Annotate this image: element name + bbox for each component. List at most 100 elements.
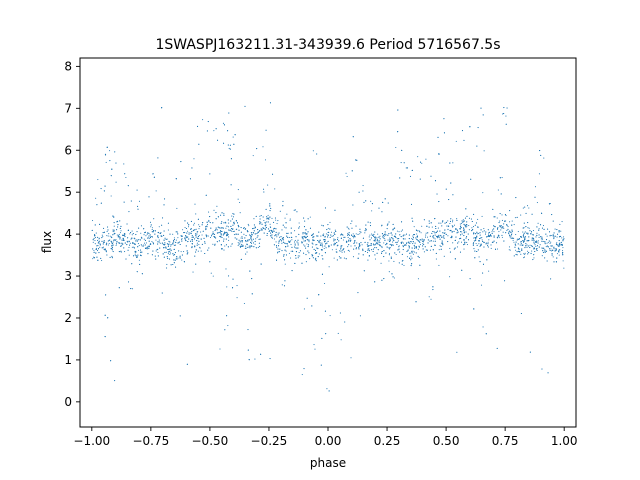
data-point (265, 208, 267, 210)
data-point (212, 231, 214, 233)
data-point (520, 312, 522, 315)
data-point (236, 228, 238, 230)
data-point (377, 243, 379, 245)
data-point (241, 240, 243, 242)
data-point (542, 250, 544, 252)
data-point (429, 235, 431, 237)
data-point (263, 219, 265, 222)
data-point (509, 236, 511, 238)
data-point (511, 224, 513, 226)
data-point (187, 226, 190, 228)
data-point (395, 241, 397, 244)
data-point (412, 235, 414, 237)
data-point (102, 232, 104, 234)
data-point (459, 228, 461, 230)
data-point (161, 107, 163, 109)
data-point (112, 231, 114, 233)
data-point (173, 237, 176, 239)
data-point (205, 226, 207, 228)
data-point (400, 242, 402, 244)
data-point (111, 242, 113, 244)
data-point (244, 237, 246, 239)
data-point (440, 242, 443, 244)
data-point (297, 242, 299, 244)
data-point (553, 238, 555, 240)
data-point (534, 250, 536, 253)
data-point (376, 240, 378, 242)
data-point (244, 105, 246, 107)
data-point (114, 239, 116, 241)
data-point (442, 220, 444, 222)
data-point (372, 248, 375, 250)
data-point (495, 242, 498, 244)
data-point (551, 250, 553, 252)
data-point (129, 242, 131, 244)
data-point (118, 251, 120, 253)
data-point (350, 357, 352, 359)
data-point (189, 232, 191, 234)
data-point (220, 230, 222, 233)
data-point (173, 259, 175, 261)
data-point (248, 359, 250, 361)
data-point (144, 231, 146, 233)
data-point (194, 203, 196, 205)
data-point (514, 244, 516, 246)
data-point (261, 223, 263, 225)
data-point (262, 146, 264, 148)
data-point (374, 240, 376, 242)
data-point (334, 239, 337, 241)
data-point (141, 245, 143, 247)
data-point (349, 237, 351, 240)
data-point (123, 234, 125, 237)
data-point (222, 122, 224, 124)
data-point (129, 233, 131, 235)
data-point (152, 231, 154, 233)
data-point (540, 224, 542, 226)
data-point (132, 255, 135, 257)
data-point (452, 219, 454, 221)
data-point (309, 227, 312, 229)
data-point (375, 243, 377, 245)
data-point (544, 241, 546, 243)
data-point (520, 236, 522, 238)
data-point (333, 239, 335, 241)
data-point (208, 211, 210, 213)
data-point (301, 236, 303, 238)
data-point (354, 245, 356, 247)
data-point (275, 231, 277, 233)
data-point (168, 258, 171, 260)
data-point (553, 246, 555, 248)
data-point (183, 261, 185, 263)
data-point (494, 248, 497, 250)
data-point (327, 240, 329, 243)
data-point (346, 226, 348, 228)
data-point (381, 224, 383, 226)
data-point (110, 240, 112, 242)
data-point (391, 234, 393, 236)
data-point (472, 244, 474, 246)
data-point (428, 220, 430, 222)
data-point (223, 142, 225, 144)
data-point (395, 236, 397, 239)
data-point (556, 257, 558, 259)
data-point (482, 272, 484, 274)
data-point (399, 234, 401, 236)
data-point (435, 252, 437, 254)
data-point (413, 234, 416, 236)
data-point (321, 224, 323, 226)
data-point (429, 249, 431, 251)
data-point (241, 241, 243, 243)
data-point (380, 262, 382, 264)
data-point (434, 238, 436, 240)
data-point (560, 235, 562, 238)
data-point (523, 232, 525, 234)
data-point (261, 229, 263, 231)
data-point (276, 222, 278, 225)
data-point (254, 243, 256, 245)
data-point (192, 236, 194, 238)
data-point (237, 244, 239, 247)
data-point (498, 221, 500, 224)
data-point (369, 222, 371, 224)
data-point (324, 236, 326, 238)
data-point (276, 246, 278, 248)
